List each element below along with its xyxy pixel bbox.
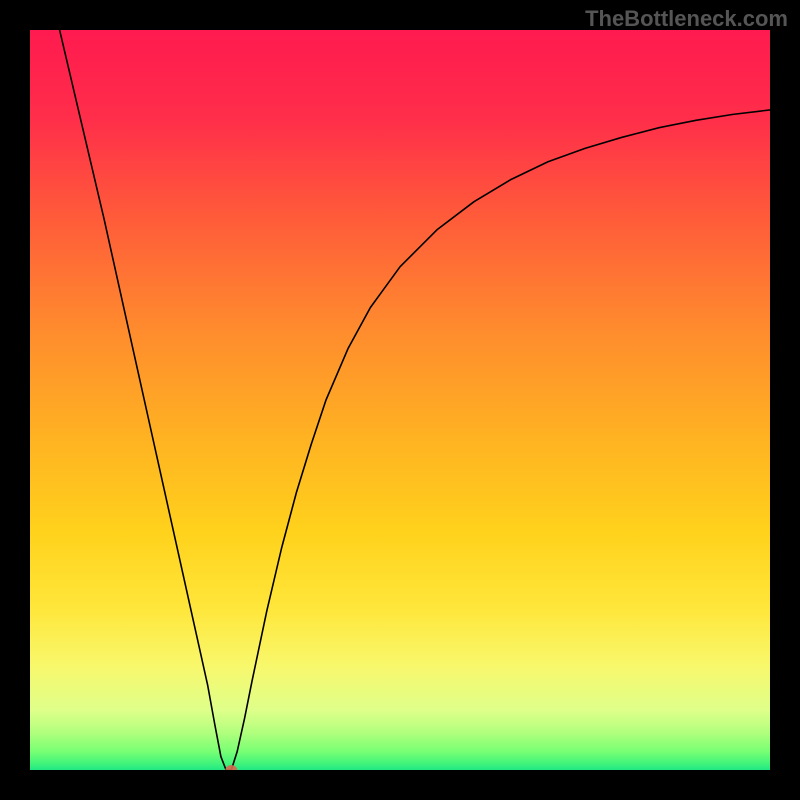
plot-background [30,30,770,770]
watermark-text: TheBottleneck.com [585,6,788,32]
bottleneck-chart-svg [30,30,770,770]
plot-area [30,30,770,770]
chart-frame: TheBottleneck.com [0,0,800,800]
